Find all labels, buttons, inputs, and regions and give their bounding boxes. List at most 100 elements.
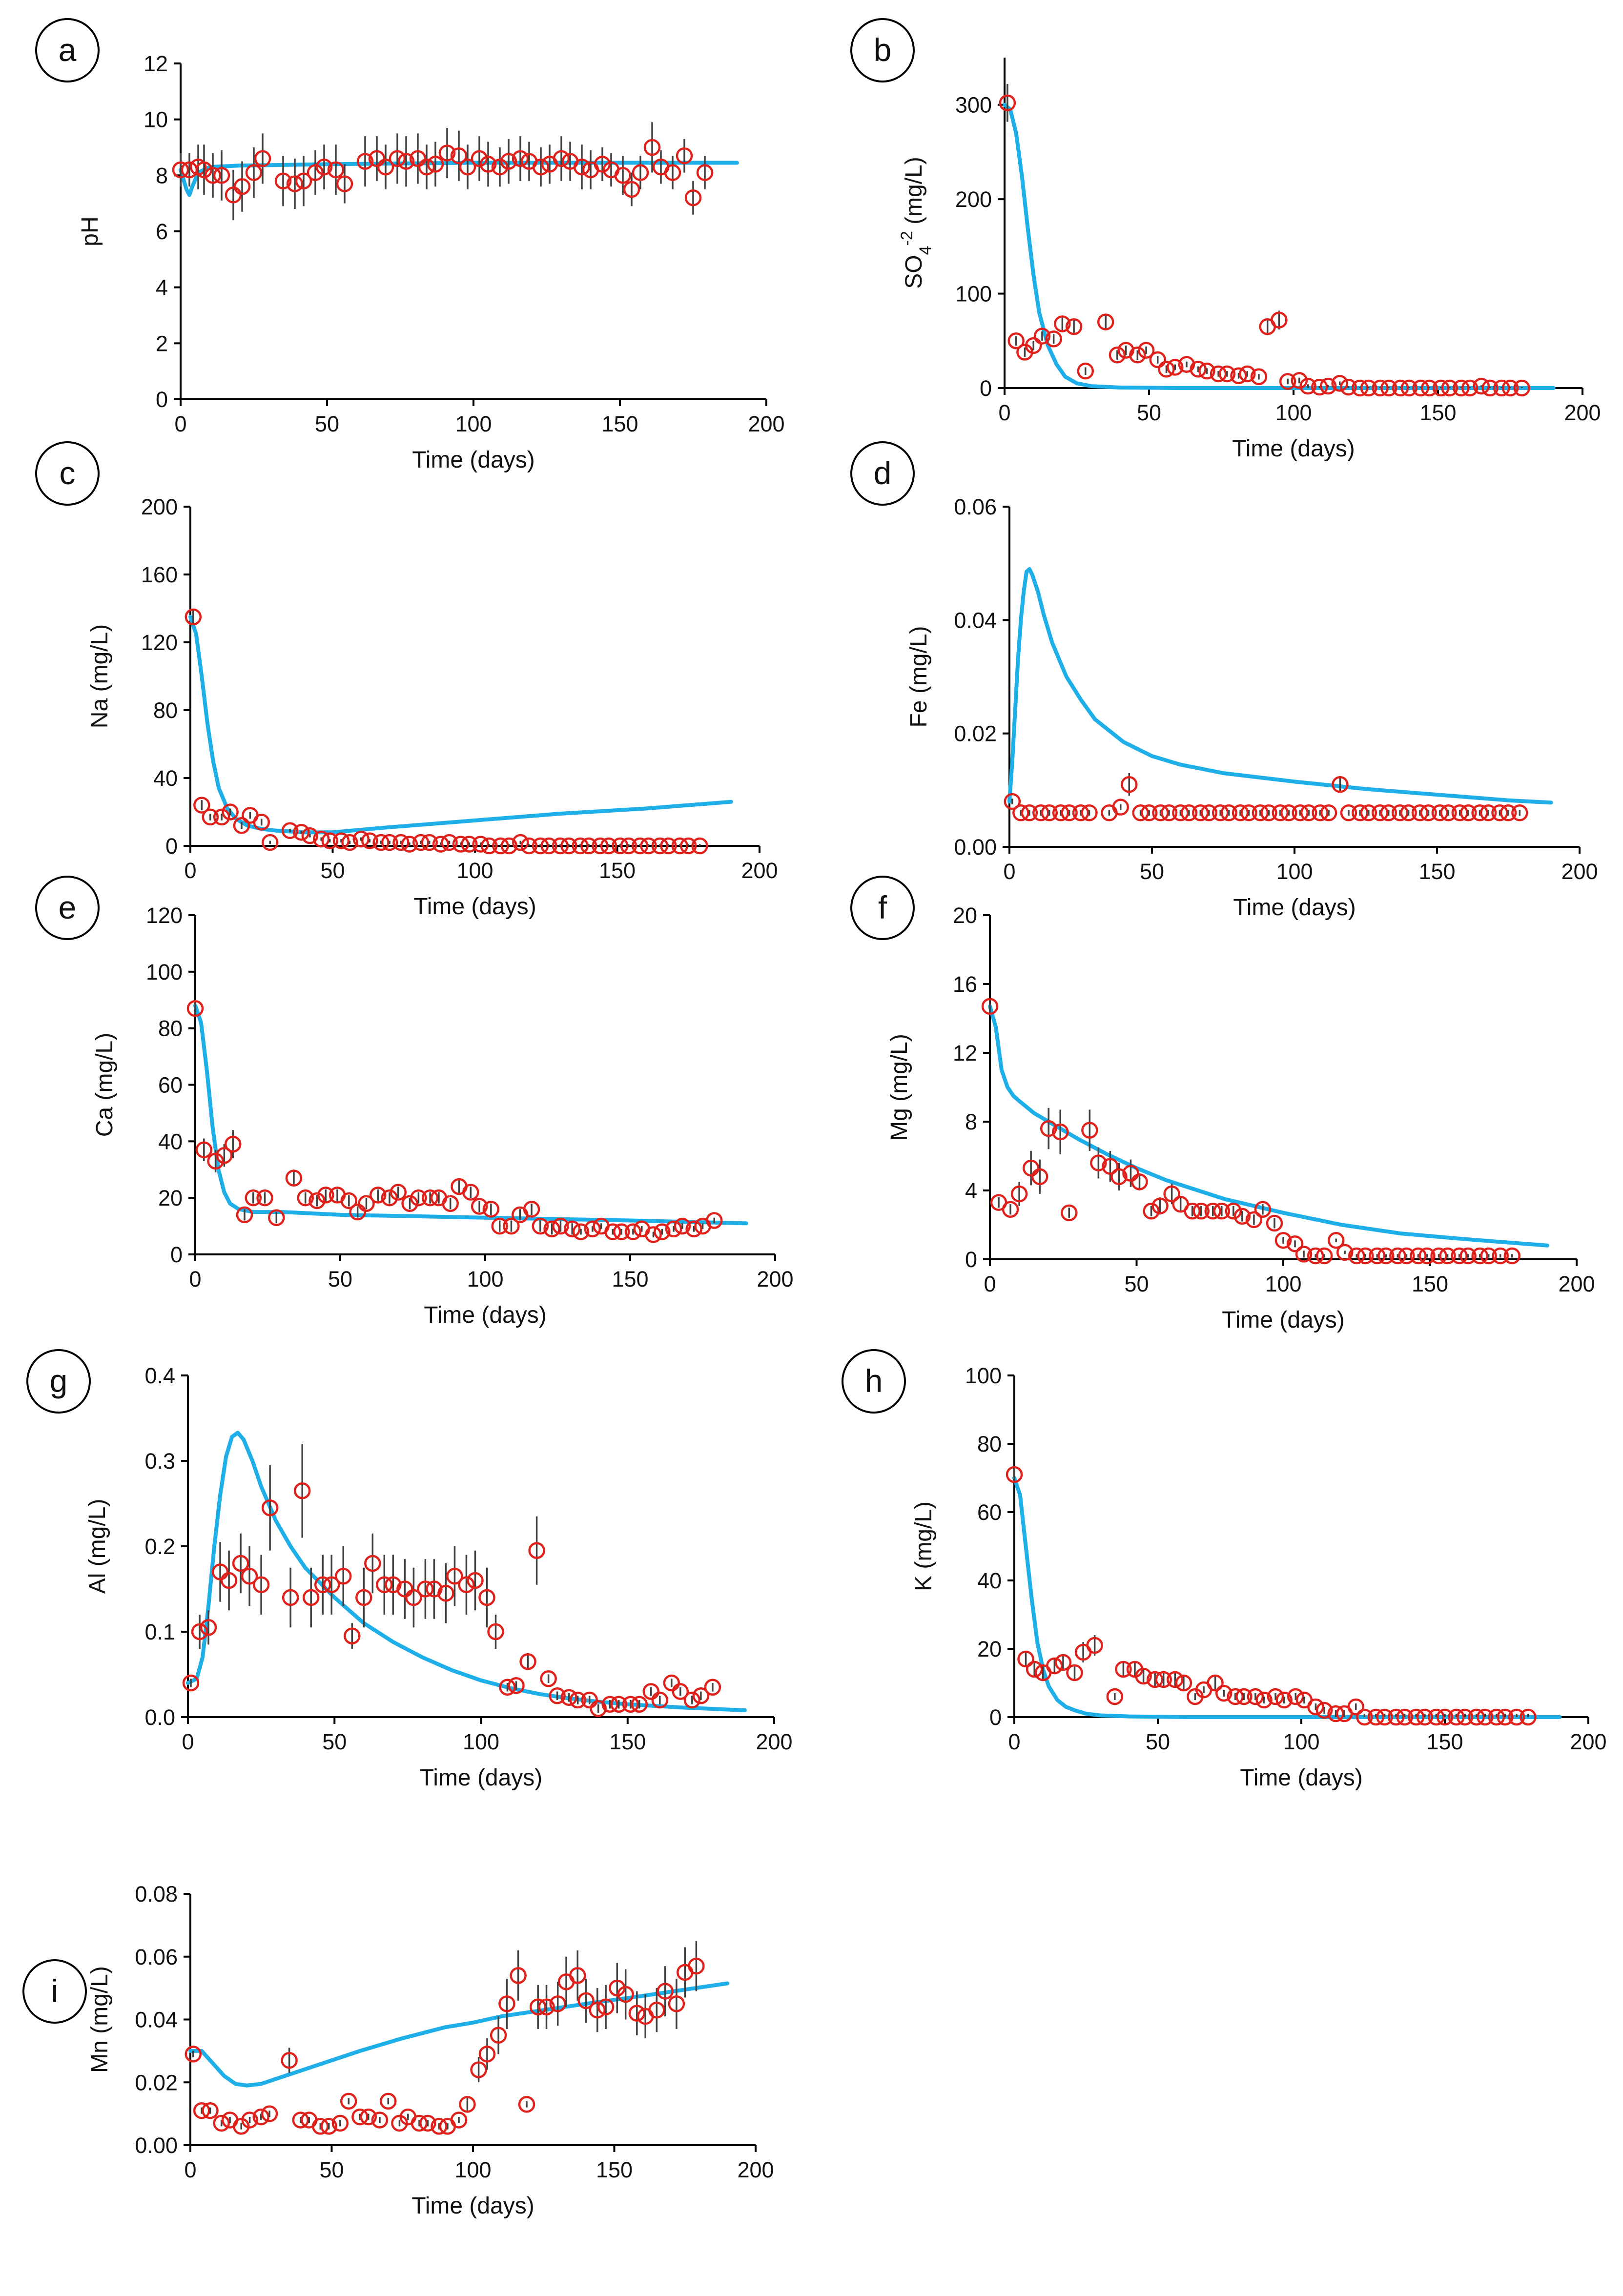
data-point bbox=[438, 144, 456, 162]
data-point bbox=[1102, 1158, 1119, 1175]
data-point bbox=[1220, 804, 1237, 821]
data-point bbox=[458, 1576, 475, 1593]
data-point bbox=[684, 189, 702, 206]
x-tick-label: 50 bbox=[320, 858, 345, 883]
data-point bbox=[549, 1687, 566, 1704]
y-tick-label: 100 bbox=[955, 282, 992, 307]
data-point bbox=[1106, 1688, 1124, 1705]
model-curve bbox=[1012, 1476, 1562, 1719]
data-point bbox=[467, 1572, 484, 1589]
x-tick-label: 200 bbox=[757, 1267, 793, 1292]
data-point bbox=[349, 1203, 366, 1221]
y-tick-label: 40 bbox=[158, 1129, 183, 1154]
data-point bbox=[1432, 379, 1450, 397]
data-point bbox=[253, 814, 270, 831]
data-point bbox=[268, 1209, 285, 1226]
data-point bbox=[1481, 379, 1499, 397]
panel-label-circle bbox=[850, 441, 915, 506]
data-point bbox=[532, 1217, 549, 1235]
data-point bbox=[213, 808, 230, 826]
data-point bbox=[368, 150, 386, 167]
x-tick-label: 200 bbox=[748, 411, 784, 436]
x-tick-label: 0 bbox=[182, 1729, 194, 1754]
panel-label: b bbox=[874, 32, 892, 68]
y-tick-label: 20 bbox=[977, 1637, 1002, 1661]
data-point bbox=[295, 172, 312, 190]
data-point bbox=[1508, 1708, 1525, 1726]
data-point bbox=[1122, 1165, 1139, 1182]
y-axis-title: Al (mg/L) bbox=[84, 1499, 110, 1594]
x-tick-label: 200 bbox=[741, 858, 778, 883]
data-point bbox=[1340, 804, 1357, 821]
data-point bbox=[1052, 804, 1069, 821]
data-point bbox=[645, 1226, 662, 1243]
data-point bbox=[431, 2118, 448, 2135]
data-point bbox=[1461, 379, 1479, 397]
data-point bbox=[498, 1995, 515, 2012]
data-point bbox=[1121, 776, 1138, 793]
data-point bbox=[459, 158, 476, 176]
y-tick-label: 10 bbox=[144, 107, 168, 132]
data-point bbox=[657, 1983, 674, 2000]
y-axis-title: Mg (mg/L) bbox=[886, 1034, 912, 1141]
data-point bbox=[1167, 359, 1184, 376]
data-point bbox=[213, 167, 230, 184]
y-tick-label: 2 bbox=[156, 331, 168, 356]
data-point bbox=[503, 1217, 520, 1235]
x-tick-label: 150 bbox=[599, 858, 636, 883]
data-point bbox=[381, 834, 398, 851]
data-point bbox=[232, 1555, 249, 1572]
data-point bbox=[560, 837, 577, 855]
data-point bbox=[1468, 1708, 1485, 1726]
data-point bbox=[1327, 1705, 1344, 1722]
data-point bbox=[308, 1192, 326, 1210]
x-tick-label: 0 bbox=[998, 400, 1010, 425]
panel-label-circle bbox=[35, 876, 100, 940]
data-point bbox=[613, 1223, 630, 1240]
data-point bbox=[500, 837, 518, 855]
x-tick-label: 50 bbox=[322, 1729, 347, 1754]
data-point bbox=[1172, 804, 1189, 821]
data-point bbox=[581, 1691, 598, 1709]
data-point bbox=[241, 1568, 258, 1585]
data-point bbox=[478, 1589, 495, 1606]
data-point bbox=[623, 181, 640, 198]
data-point bbox=[401, 836, 418, 853]
x-tick-label: 100 bbox=[455, 411, 492, 436]
data-point bbox=[1392, 379, 1409, 397]
data-point bbox=[1146, 1671, 1164, 1688]
data-point bbox=[1135, 1667, 1152, 1685]
data-point bbox=[461, 836, 478, 853]
data-point bbox=[1033, 328, 1051, 345]
data-point bbox=[1391, 804, 1409, 821]
y-tick-label: 0 bbox=[965, 1247, 977, 1272]
data-point bbox=[584, 1220, 601, 1238]
data-point bbox=[220, 1572, 238, 1589]
data-point bbox=[204, 167, 222, 184]
data-point bbox=[1436, 1708, 1454, 1726]
x-axis-title: Time (days) bbox=[1233, 895, 1356, 921]
y-tick-label: 8 bbox=[156, 163, 168, 188]
x-axis-title: Time (days) bbox=[413, 894, 536, 920]
data-point bbox=[224, 1135, 242, 1153]
data-point bbox=[1459, 804, 1477, 821]
data-point bbox=[376, 1576, 393, 1593]
data-point bbox=[597, 1998, 615, 2015]
data-point bbox=[1492, 1247, 1509, 1265]
y-tick-label: 0.08 bbox=[135, 1882, 178, 1906]
chart-panel-h: h 0 50 100 150 200 0 20 40 60 80 100 Time (days) K (m… bbox=[842, 1349, 1607, 1791]
data-point bbox=[380, 2092, 397, 2110]
data-point bbox=[1299, 377, 1316, 395]
data-point bbox=[397, 153, 415, 170]
y-tick-label: 120 bbox=[146, 903, 183, 928]
data-point bbox=[1352, 804, 1369, 821]
y-tick-label: 40 bbox=[153, 766, 178, 791]
x-tick-label: 0 bbox=[1008, 1729, 1020, 1754]
data-point bbox=[360, 2108, 377, 2126]
data-point bbox=[622, 1696, 639, 1713]
chart-panel-e: e 0 50 100 150 200 0 20 40 60 80 100 120 Time (days) C… bbox=[35, 876, 794, 1328]
data-point bbox=[1380, 379, 1397, 397]
y-axis-title-part: 4 bbox=[916, 246, 935, 255]
y-tick-label: 12 bbox=[144, 51, 168, 76]
data-point bbox=[665, 1220, 682, 1238]
